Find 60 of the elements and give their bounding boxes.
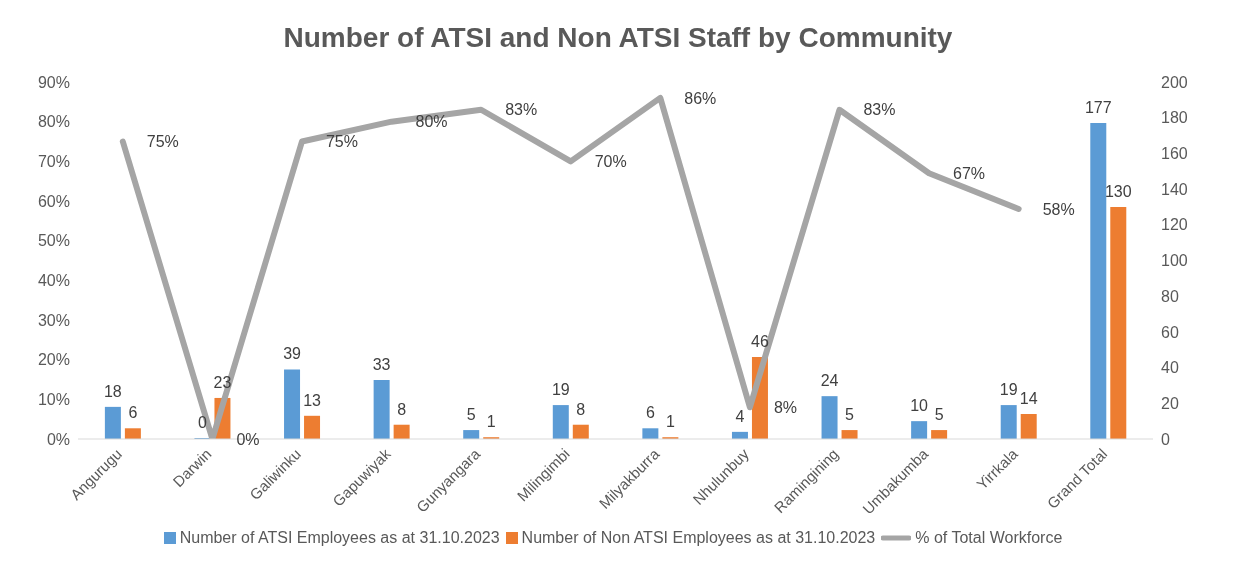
y-tick-label: 50% — [37, 232, 70, 250]
data-label: 13 — [303, 391, 322, 409]
y2-tick-label: 80 — [1161, 287, 1179, 305]
y2-tick-label: 120 — [1161, 216, 1188, 234]
data-label: 6 — [645, 404, 655, 422]
y-tick-label: 20% — [37, 351, 70, 369]
data-label: 83% — [505, 101, 538, 119]
data-label: 86% — [684, 89, 717, 107]
y2-tick-label: 200 — [1161, 73, 1188, 91]
data-label: 75% — [146, 133, 179, 151]
y-tick-label: 90% — [37, 73, 70, 91]
data-label: 58% — [1042, 200, 1075, 218]
data-label: 8 — [397, 400, 407, 418]
y-tick-label: 10% — [37, 391, 70, 409]
data-label: 8 — [576, 400, 586, 418]
data-label: 67% — [953, 164, 986, 182]
legend-label: % of Total Workforce — [915, 529, 1063, 547]
data-label: 24 — [820, 372, 839, 390]
data-label: 1 — [665, 413, 675, 431]
data-label: 5 — [845, 406, 855, 424]
chart-title: Number of ATSI and Non ATSI Staff by Community — [282, 21, 954, 55]
data-label: 0 — [198, 414, 208, 431]
data-label: 75% — [325, 133, 358, 151]
y-tick-label: 60% — [37, 192, 70, 210]
y-tick-label: 70% — [37, 153, 70, 171]
data-label: 5 — [934, 406, 944, 424]
data-label: 39 — [283, 345, 302, 363]
legend-label: Number of ATSI Employees as at 31.10.2023 — [179, 529, 500, 547]
data-label: 4 — [735, 407, 745, 425]
data-label: 14 — [1019, 390, 1038, 408]
y-tick-label: 0% — [46, 430, 70, 448]
y2-tick-label: 60 — [1161, 323, 1179, 341]
data-label: 80% — [415, 113, 448, 131]
legend-label: Number of Non ATSI Employees as at 31.10.2023 — [521, 529, 876, 547]
y2-tick-label: 0 — [1161, 430, 1170, 448]
data-label: 19 — [999, 381, 1018, 399]
y-tick-label: 30% — [37, 311, 70, 329]
data-label: 83% — [863, 101, 896, 119]
y2-tick-label: 40 — [1161, 359, 1179, 377]
y2-tick-label: 160 — [1161, 145, 1188, 163]
y2-tick-label: 180 — [1161, 109, 1188, 127]
data-label: 177 — [1084, 99, 1112, 117]
y2-tick-label: 140 — [1161, 180, 1188, 198]
data-label: 10 — [910, 397, 929, 415]
data-label: 1 — [486, 413, 496, 431]
data-label: 6 — [128, 404, 138, 422]
data-label: 130 — [1104, 182, 1132, 200]
data-label: 70% — [594, 153, 627, 171]
data-label: 23 — [213, 373, 232, 391]
data-label: 19 — [551, 381, 570, 399]
data-label: 18 — [103, 382, 122, 400]
y2-tick-label: 20 — [1161, 394, 1179, 412]
data-label: 8% — [773, 398, 797, 416]
data-label: 0% — [236, 430, 260, 448]
data-label: 46 — [751, 332, 769, 350]
data-label: 5 — [466, 406, 476, 424]
y-tick-label: 40% — [37, 272, 70, 290]
y2-tick-label: 100 — [1161, 252, 1188, 270]
data-label: 33 — [372, 356, 391, 374]
y-tick-label: 80% — [37, 113, 70, 131]
